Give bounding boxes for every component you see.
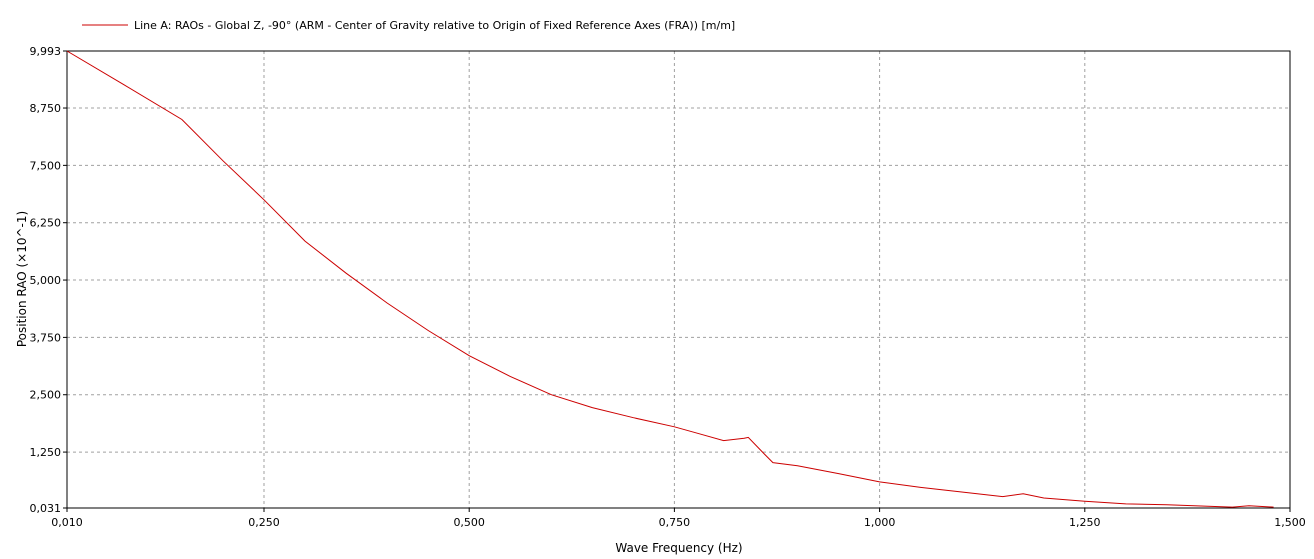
x-axis-title: Wave Frequency (Hz) <box>615 541 742 555</box>
y-tick-label: 0,031 <box>30 502 62 515</box>
y-tick-label: 5,000 <box>30 274 62 287</box>
y-tick-label: 8,750 <box>30 102 62 115</box>
plot-area <box>66 50 1291 509</box>
y-axis-title: Position RAO (×10^-1) <box>15 211 29 347</box>
x-tick-label: 0,250 <box>248 516 280 529</box>
series-line-a <box>66 50 1274 508</box>
x-tick-label: 0,500 <box>453 516 485 529</box>
y-axis-ticks: 0,031 1,250 2,500 3,750 5,000 6,250 7,500 8,750… <box>30 45 67 515</box>
y-tick-label: 1,250 <box>30 446 62 459</box>
x-tick-label: 0,750 <box>659 516 691 529</box>
x-tick-label: 1,250 <box>1069 516 1101 529</box>
x-axis-ticks: 0,010 0,250 0,500 0,750 1,000 1,250 1,500 <box>51 508 1306 529</box>
y-tick-label: 6,250 <box>30 217 62 230</box>
grid-lines <box>67 51 1290 508</box>
y-tick-label: 9,993 <box>30 45 62 58</box>
legend-label: Line A: RAOs - Global Z, -90° (ARM - Cen… <box>134 19 735 32</box>
y-tick-label: 3,750 <box>30 331 62 344</box>
y-tick-label: 2,500 <box>30 389 62 402</box>
x-tick-label: 1,000 <box>864 516 896 529</box>
y-tick-label: 7,500 <box>30 159 62 172</box>
x-tick-label: 0,010 <box>51 516 83 529</box>
x-tick-label: 1,500 <box>1274 516 1306 529</box>
legend: Line A: RAOs - Global Z, -90° (ARM - Cen… <box>82 19 735 32</box>
